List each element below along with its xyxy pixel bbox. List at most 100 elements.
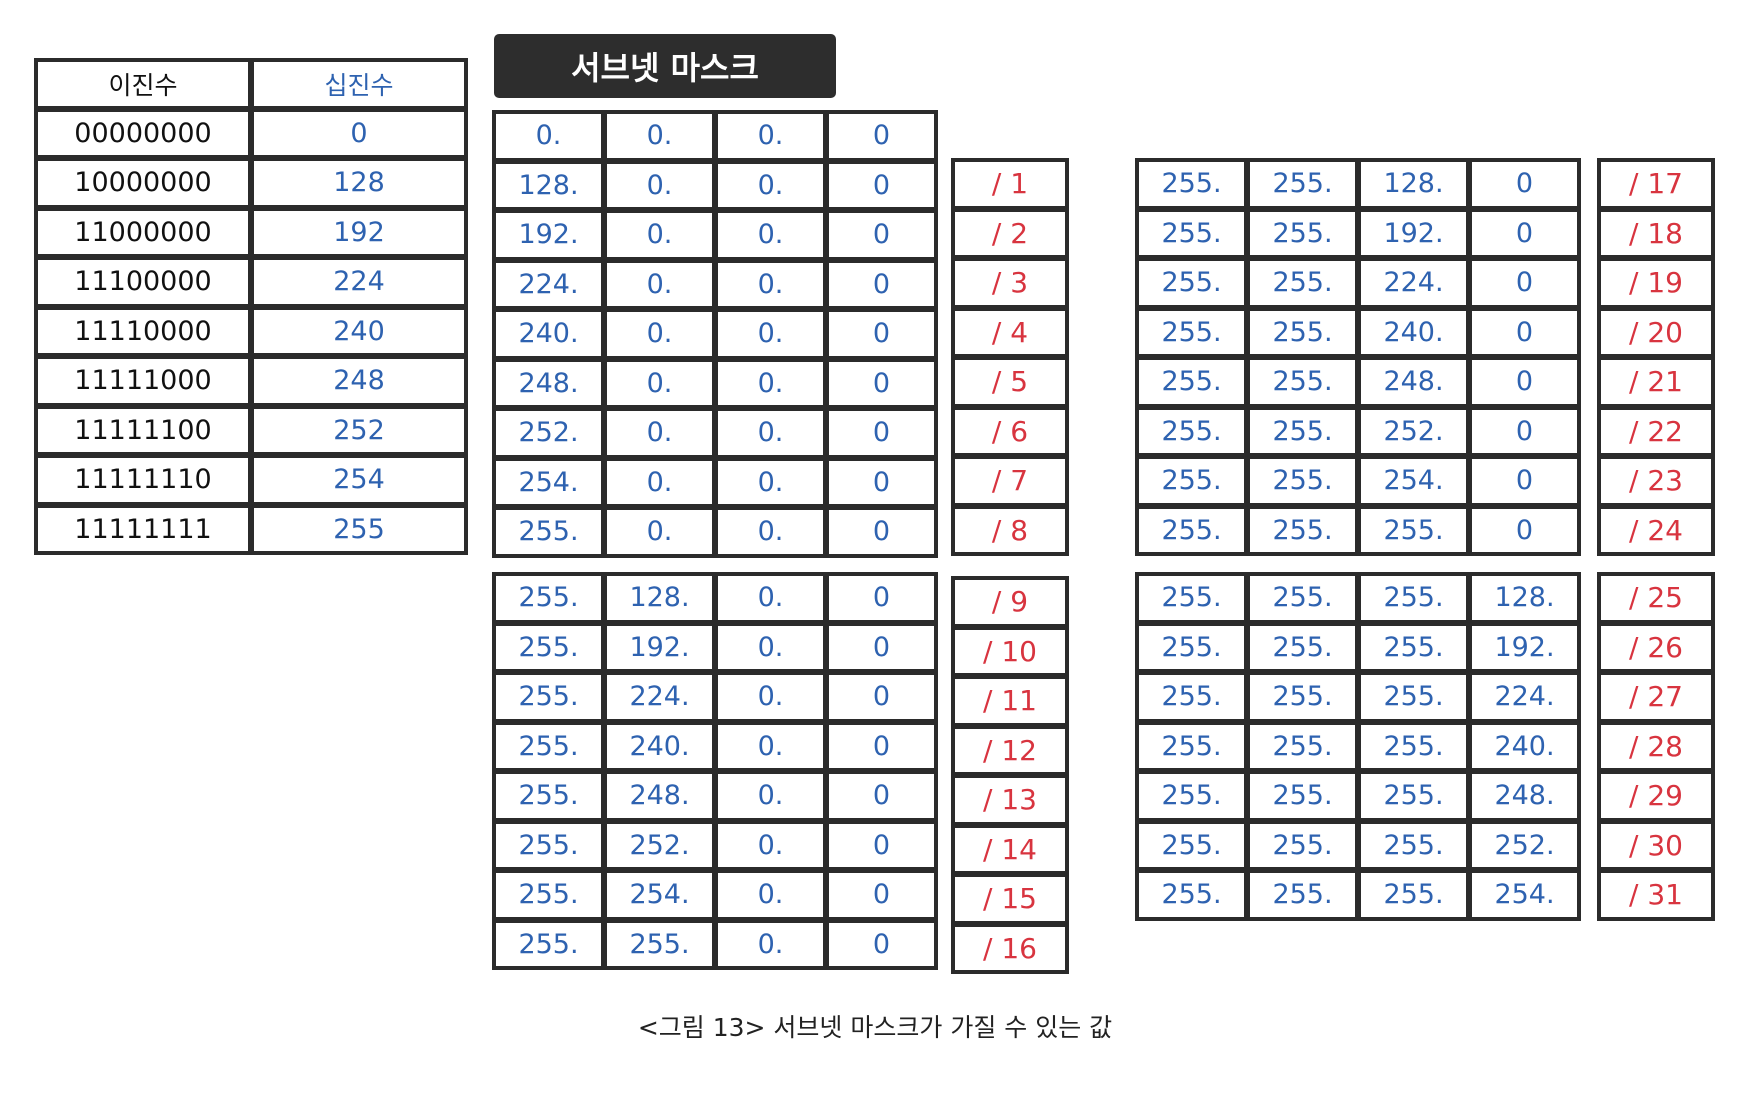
mask-octet: 255.: [492, 819, 605, 871]
mask-octet: 255.: [1246, 720, 1359, 772]
mask-octet: 0: [825, 506, 938, 558]
title-banner: 서브넷 마스크: [494, 34, 836, 98]
mask-octet: 255.: [1246, 158, 1359, 210]
mask-octet: 255.: [1246, 306, 1359, 358]
mask-octet: 255.: [492, 671, 605, 723]
mask-octet: 255.: [492, 506, 605, 558]
mask-octet: 0: [825, 918, 938, 970]
mask-octet: 0.: [603, 456, 716, 508]
figure-caption: <그림 13> 서브넷 마스크가 가질 수 있는 값: [637, 1013, 1113, 1042]
mask-octet: 0.: [714, 918, 827, 970]
mask-octet: 0.: [603, 258, 716, 310]
mask-octet: 0: [825, 258, 938, 310]
binary-value: 11111100: [34, 404, 252, 456]
mask-octet: 0: [825, 819, 938, 871]
prefix-column-1: / 1/ 2/ 3/ 4/ 5/ 6/ 7/ 8: [951, 158, 1069, 556]
prefix-label: / 4: [951, 306, 1069, 358]
table-header: 십진수: [250, 58, 468, 110]
prefix-label: / 29: [1597, 770, 1715, 822]
mask-octet: 255.: [1135, 257, 1248, 309]
prefix-label: / 31: [1597, 869, 1715, 921]
mask-octet: 0: [825, 456, 938, 508]
mask-octet: 254.: [1357, 455, 1470, 507]
mask-octet: 0.: [714, 357, 827, 409]
mask-octet: 0.: [714, 720, 827, 772]
mask-octet: 255.: [1246, 257, 1359, 309]
mask-octet: 0: [825, 209, 938, 261]
mask-octet: 255.: [1135, 405, 1248, 457]
prefix-label: / 12: [951, 724, 1069, 776]
mask-octet: 255.: [1357, 770, 1470, 822]
mask-octet: 0: [825, 308, 938, 360]
mask-octet: 255.: [1357, 720, 1470, 772]
prefix-label: / 10: [951, 625, 1069, 677]
mask-octet: 240.: [1468, 720, 1581, 772]
mask-octet: 0: [825, 720, 938, 772]
mask-octet: 0: [1468, 306, 1581, 358]
prefix-label: / 6: [951, 405, 1069, 457]
prefix-label: / 9: [951, 576, 1069, 628]
mask-octet: 255.: [1135, 770, 1248, 822]
mask-octet: 255.: [1135, 356, 1248, 408]
mask-octet: 0.: [714, 819, 827, 871]
mask-octet: 0: [825, 110, 938, 162]
mask-octet: 255.: [1357, 504, 1470, 556]
mask-octet: 0.: [603, 357, 716, 409]
mask-octet: 0: [825, 159, 938, 211]
binary-value: 11100000: [34, 256, 252, 308]
mask-octet: 0: [825, 572, 938, 624]
mask-octet: 255.: [1135, 207, 1248, 259]
decimal-value: 224: [250, 256, 468, 308]
mask-octet: 192.: [603, 621, 716, 673]
binary-value: 10000000: [34, 157, 252, 209]
mask-octet: 0.: [714, 110, 827, 162]
binary-value: 11111110: [34, 454, 252, 506]
binary-value: 11000000: [34, 206, 252, 258]
mask-octet: 252.: [492, 407, 605, 459]
prefix-label: / 17: [1597, 158, 1715, 210]
mask-octet: 0: [825, 407, 938, 459]
mask-octet: 255.: [603, 918, 716, 970]
mask-octet: 0.: [714, 770, 827, 822]
mask-octet: 252.: [1357, 405, 1470, 457]
mask-octet: 255.: [1135, 158, 1248, 210]
mask-octet: 0.: [603, 407, 716, 459]
mask-octet: 255.: [1135, 819, 1248, 871]
mask-octet: 0.: [714, 209, 827, 261]
mask-octet: 0: [1468, 405, 1581, 457]
mask-octet: 255.: [492, 770, 605, 822]
mask-octet: 192.: [1468, 621, 1581, 673]
mask-octet: 255.: [1246, 356, 1359, 408]
mask-octet: 248.: [492, 357, 605, 409]
binary-decimal-table: 이진수 십진수 00000000 0 10000000 128 11000000 192 111…: [34, 58, 468, 555]
prefix-label: / 5: [951, 356, 1069, 408]
prefix-label: / 7: [951, 455, 1069, 507]
prefix-label: / 27: [1597, 671, 1715, 723]
mask-octet: 255.: [1357, 869, 1470, 921]
mask-octet: 248.: [1357, 356, 1470, 408]
mask-octet: 0.: [714, 308, 827, 360]
prefix-label: / 2: [951, 207, 1069, 259]
mask-octet: 255.: [1246, 207, 1359, 259]
mask-octet: 255.: [1246, 405, 1359, 457]
mask-octet: 255.: [1246, 869, 1359, 921]
mask-octet: 255.: [1357, 671, 1470, 723]
prefix-label: / 8: [951, 504, 1069, 556]
decimal-value: 240: [250, 305, 468, 357]
mask-octet: 255.: [1135, 671, 1248, 723]
subnet-mask-block-3: 255. 255. 128. 0 255. 255. 192. 0 255. 255. 224. 0 2…: [1135, 158, 1581, 556]
mask-octet: 255.: [492, 869, 605, 921]
mask-octet: 0.: [714, 671, 827, 723]
prefix-label: / 30: [1597, 819, 1715, 871]
mask-octet: 254.: [1468, 869, 1581, 921]
prefix-column-3: / 17/ 18/ 19/ 20/ 21/ 22/ 23/ 24: [1597, 158, 1715, 556]
mask-octet: 255.: [1135, 720, 1248, 772]
mask-octet: 0.: [714, 621, 827, 673]
prefix-label: / 28: [1597, 720, 1715, 772]
mask-octet: 0.: [603, 506, 716, 558]
mask-octet: 0: [825, 621, 938, 673]
mask-octet: 0: [1468, 207, 1581, 259]
prefix-label: / 3: [951, 257, 1069, 309]
mask-octet: 0.: [714, 572, 827, 624]
mask-octet: 224.: [492, 258, 605, 310]
